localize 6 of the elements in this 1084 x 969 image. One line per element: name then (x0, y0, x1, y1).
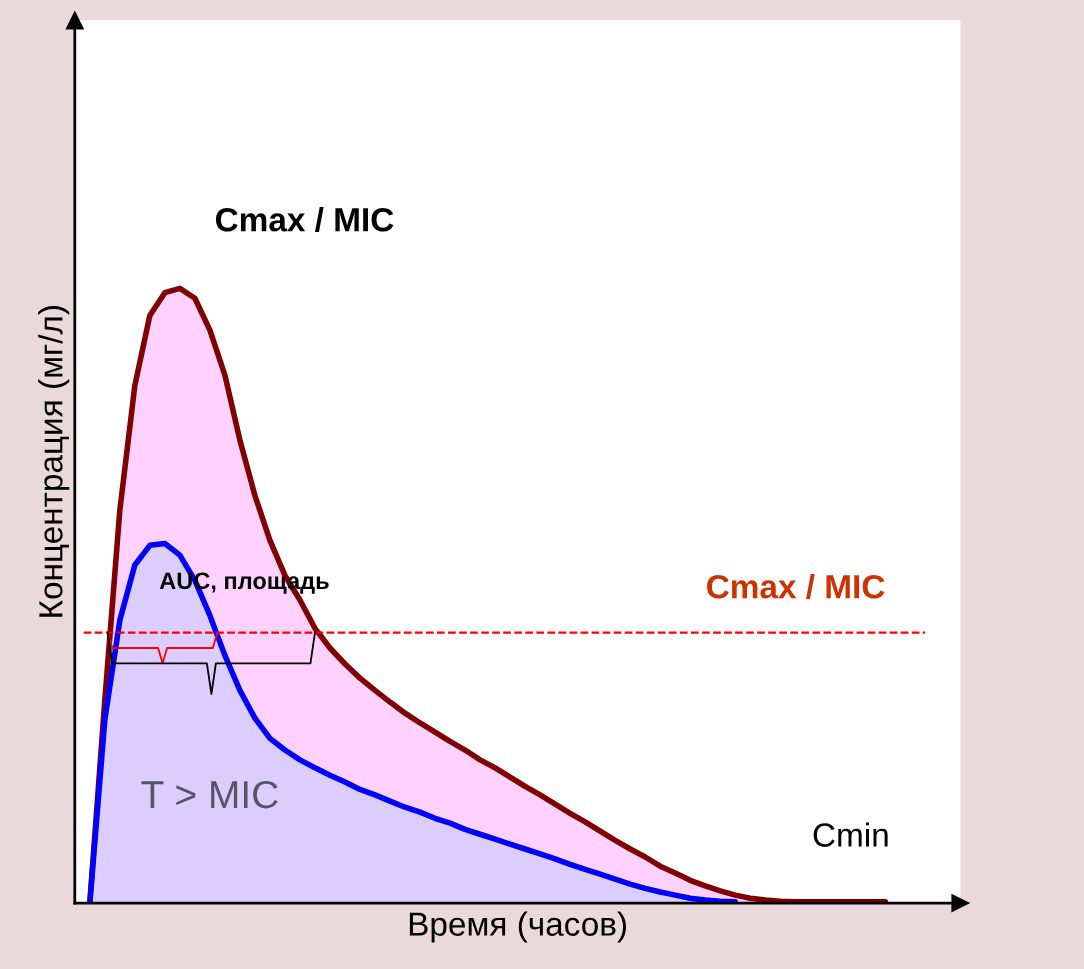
x-axis-title: Время (часов) (409, 911, 627, 943)
text: Cmax / MIC (216, 207, 394, 232)
y-axis-title: Концентрация (мг/л) (38, 306, 70, 617)
annotation: Cmin (813, 822, 888, 847)
ref-line-label: Cmax / MIC (707, 574, 885, 599)
annotation: T > MIC (141, 780, 278, 809)
